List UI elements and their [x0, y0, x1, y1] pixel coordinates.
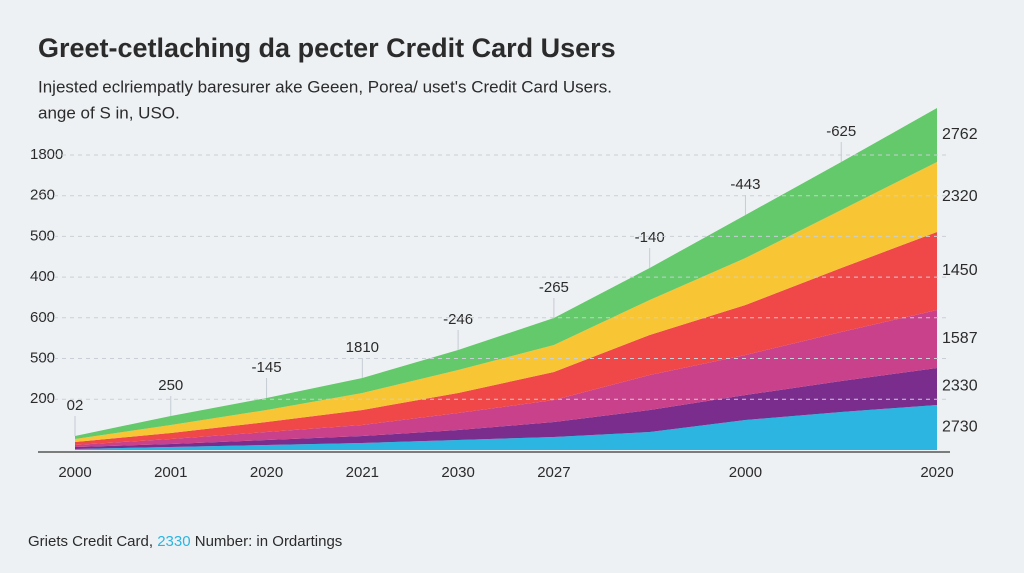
chart-subtitle: ange of S in, USO. [38, 103, 180, 122]
annotation: -246 [443, 311, 473, 328]
x-tick-label: 2001 [154, 464, 187, 481]
chart-subtitle: Injested eclriempatly baresurer ake Geee… [38, 77, 612, 96]
x-tick-label: 2000 [729, 464, 762, 481]
end-label: 2730 [942, 419, 978, 436]
x-tick-label: 2020 [920, 464, 953, 481]
x-tick-label: 2000 [58, 464, 91, 481]
area [75, 405, 937, 450]
annotation: 250 [158, 377, 183, 394]
annotation: -443 [730, 176, 760, 193]
footer-highlight: 2330 [157, 533, 190, 550]
y-tick-label: 1800 [30, 146, 63, 163]
y-tick-label: 500 [30, 349, 55, 366]
area [75, 368, 937, 449]
y-tick-label: 260 [30, 187, 55, 204]
annotation: -140 [635, 229, 665, 246]
end-label: 2330 [942, 378, 978, 395]
end-label: 2762 [942, 126, 978, 143]
footer-text: Griets Credit Card, [28, 533, 157, 550]
y-tick-label: 500 [30, 227, 55, 244]
annotation: -625 [826, 123, 856, 140]
x-tick-label: 2030 [441, 464, 474, 481]
x-tick-label: 2020 [250, 464, 283, 481]
y-tick-label: 200 [30, 390, 55, 407]
area [75, 232, 937, 445]
y-tick-label: 400 [30, 268, 55, 285]
end-label: 1450 [942, 262, 978, 279]
chart-title: Greet-cetlaching da pecter Credit Card U… [38, 33, 616, 63]
x-tick-label: 2021 [346, 464, 379, 481]
y-tick-label: 600 [30, 309, 55, 326]
end-label: 1587 [942, 330, 978, 347]
annotation: -145 [252, 359, 282, 376]
annotation: -265 [539, 279, 569, 296]
footer: Griets Credit Card, 2330 Number: in Orda… [28, 533, 342, 550]
annotation: 02 [67, 397, 84, 414]
footer-text: Number: in Ordartings [191, 533, 343, 550]
area [75, 310, 937, 447]
x-tick-label: 2027 [537, 464, 570, 481]
end-label: 2320 [942, 188, 978, 205]
annotation: 1810 [346, 339, 379, 356]
